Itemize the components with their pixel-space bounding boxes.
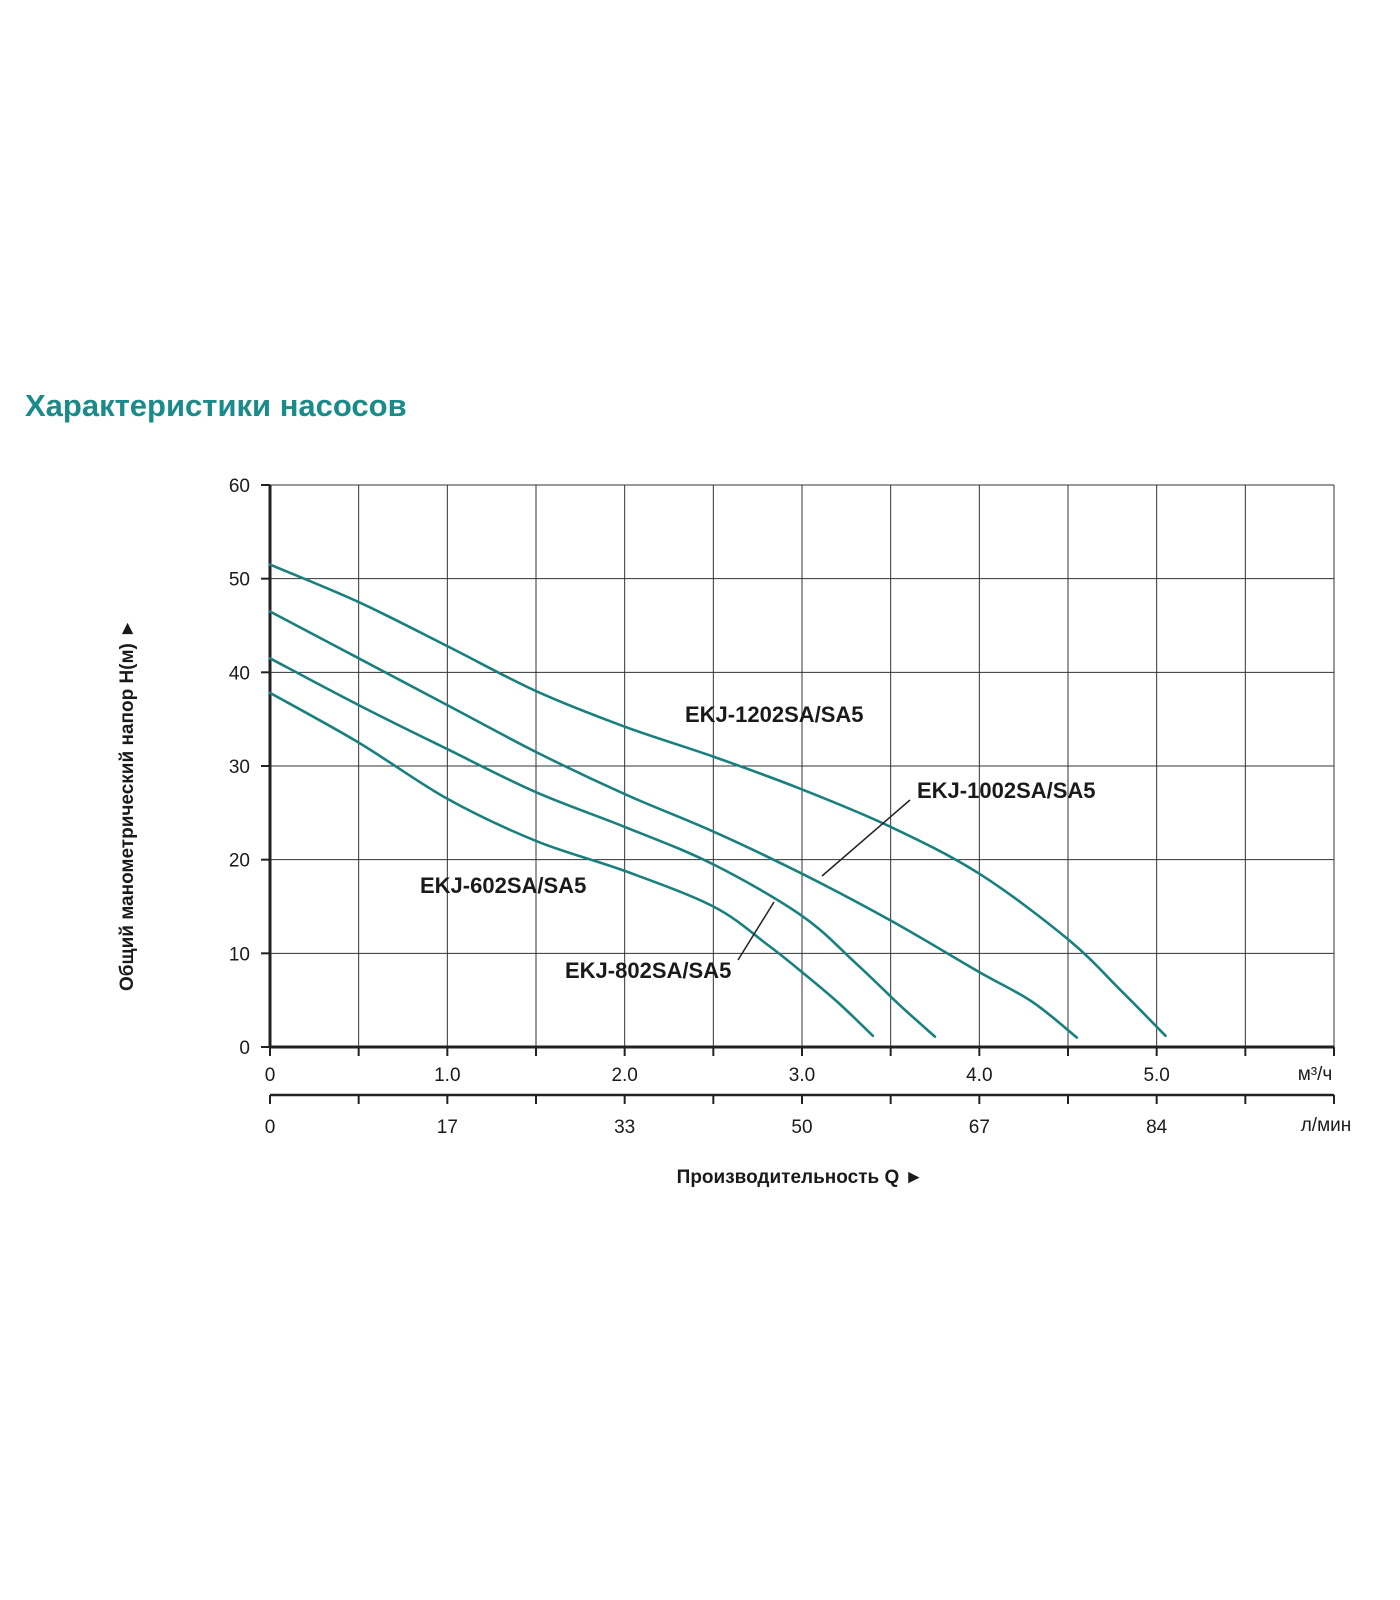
series-label: EKJ-802SA/SA5: [565, 958, 731, 983]
x-secondary-tick-label: 84: [1146, 1117, 1168, 1138]
series-line: [268, 657, 937, 1038]
x-secondary-tick-label: 17: [437, 1117, 458, 1138]
y-tick-label: 60: [229, 476, 250, 497]
y-tick-label: 40: [229, 663, 250, 684]
leader-line: [821, 799, 911, 877]
x-secondary-tick-label: 33: [614, 1117, 635, 1138]
x-secondary-tick-label: 50: [791, 1117, 812, 1138]
pump-curves: [268, 563, 1167, 1039]
curve-labels: EKJ-1202SA/SA5 EKJ-1002SA/SA5 EKJ-802SA/SA…: [420, 702, 1096, 983]
x-tick-label: 5.0: [1143, 1065, 1169, 1086]
x-secondary-tick-label: 0: [265, 1117, 276, 1138]
y-tick-label: 20: [229, 851, 250, 872]
x-secondary-tick-label: 67: [969, 1117, 990, 1138]
page-title: Характеристики насосов: [25, 388, 407, 423]
y-tick-labels: 0 10 20 30 40 50 60: [229, 476, 250, 1059]
y-tick-label: 30: [229, 757, 250, 778]
leader-line: [737, 901, 775, 961]
chart-axes: [261, 484, 1335, 1104]
series-line: [268, 563, 1167, 1038]
x-tick-label: 0: [265, 1065, 276, 1086]
series-line: [268, 691, 875, 1038]
x-primary-unit-label: м³/ч: [1298, 1064, 1333, 1085]
x-secondary-tick-labels: 0 17 33 50 67 84: [265, 1117, 1168, 1138]
x-tick-label: 4.0: [966, 1065, 992, 1086]
x-secondary-unit-label: л/мин: [1301, 1115, 1352, 1136]
series-line: [268, 610, 1079, 1039]
x-primary-tick-labels: 0 1.0 2.0 3.0 4.0 5.0: [265, 1065, 1170, 1086]
x-tick-label: 3.0: [789, 1065, 815, 1086]
x-axis-label: Производительность Q ►: [677, 1167, 924, 1188]
y-axis-label: Общий манометрический напор H(м) ►: [117, 619, 138, 991]
series-label: EKJ-602SA/SA5: [420, 873, 586, 898]
chart-grid: [270, 484, 1335, 1047]
series-label: EKJ-1202SA/SA5: [685, 702, 864, 727]
series-label: EKJ-1002SA/SA5: [917, 778, 1096, 803]
y-tick-label: 10: [229, 944, 250, 965]
x-tick-label: 2.0: [611, 1065, 637, 1086]
x-tick-label: 1.0: [434, 1065, 460, 1086]
y-tick-label: 50: [229, 570, 250, 591]
y-tick-label: 0: [239, 1038, 250, 1059]
